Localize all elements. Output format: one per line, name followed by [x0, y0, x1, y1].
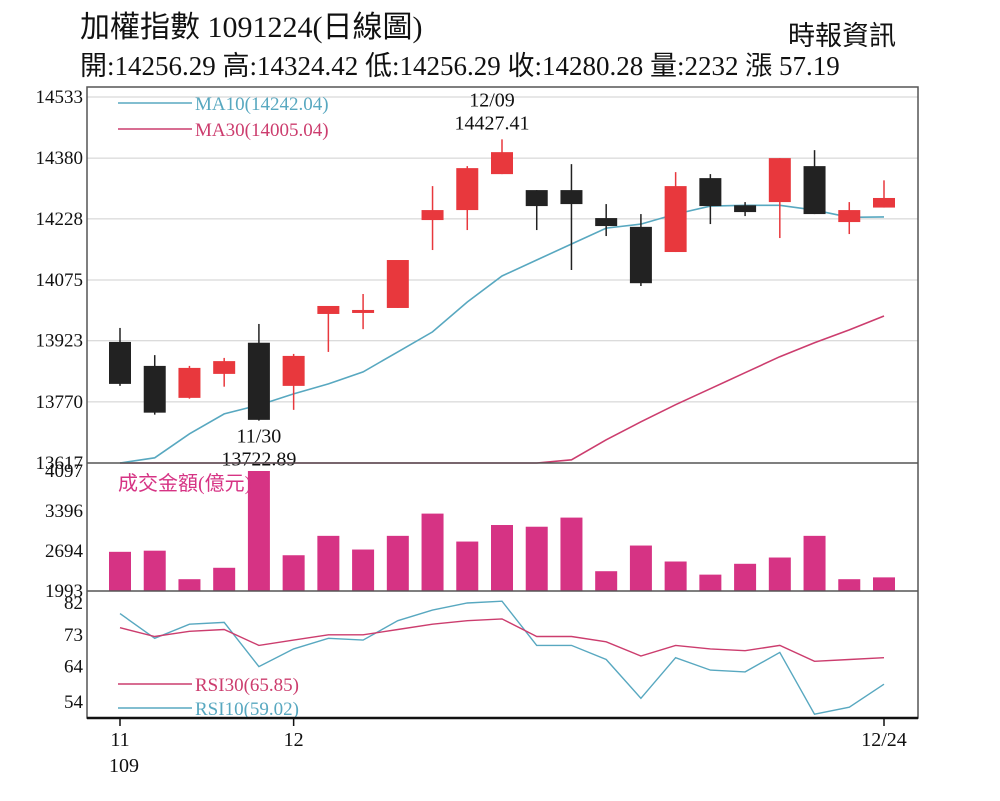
volume-bar [525, 526, 548, 591]
volume-tick-label: 4097 [45, 461, 83, 482]
volume-bar [456, 541, 479, 591]
volume-bar [421, 513, 444, 591]
volume-bar [699, 574, 722, 591]
x-tick-label: 12 [284, 729, 304, 751]
rsi-legend-label: RSI10(59.02) [195, 699, 299, 720]
candle-down [595, 218, 618, 227]
price-tick-label: 14075 [36, 270, 84, 291]
candle-up [664, 186, 687, 253]
volume-bar [491, 525, 513, 591]
data-source-label: 時報資訊 [788, 21, 896, 51]
candle-up [421, 210, 444, 221]
candle-up [386, 260, 409, 308]
candle-up [178, 367, 201, 398]
x-tick-label: 12/24 [861, 729, 907, 751]
volume-tick-label: 2694 [45, 541, 84, 562]
candle-down [525, 190, 548, 207]
candle-up [352, 309, 375, 313]
volume-bar [282, 555, 305, 591]
rsi-tick-label: 82 [64, 593, 83, 614]
volume-bar [386, 535, 409, 591]
ma10-line [119, 204, 885, 464]
volume-bar [803, 535, 826, 591]
candle-up [491, 152, 513, 175]
ma30-line [120, 315, 885, 464]
volume-bar [143, 550, 166, 591]
price-tick-label: 13617 [36, 453, 84, 474]
price-tick-label: 13770 [36, 392, 84, 413]
volume-bar [178, 579, 201, 591]
annotation-value: 13722.89 [221, 449, 296, 471]
candle-up [456, 168, 479, 211]
legend-label: MA30(14005.04) [195, 120, 329, 141]
candle-up [838, 210, 861, 223]
candle-down [699, 178, 722, 207]
candle-up [768, 158, 791, 203]
candle-up [282, 355, 305, 386]
volume-panel-title: 成交金額(億元) [118, 472, 251, 495]
chart-title: 加權指數 1091224(日線圖) [80, 11, 423, 44]
volume-bar [213, 567, 236, 591]
volume-bar [873, 577, 895, 591]
volume-bar [629, 545, 652, 591]
price-tick-label: 14228 [36, 209, 84, 230]
legend-label: MA10(14242.04) [195, 94, 329, 115]
volume-bar [247, 471, 270, 591]
volume-bar [768, 557, 791, 591]
volume-bar [560, 517, 583, 591]
candle-up [317, 305, 340, 314]
candle-down [143, 365, 166, 413]
volume-bar [595, 571, 618, 591]
price-tick-label: 14380 [36, 148, 84, 169]
ohlc-stats-line: 開:14256.29 高:14324.42 低:14256.29 收:14280… [80, 51, 840, 81]
annotation-date: 12/09 [469, 89, 515, 111]
rsi-tick-label: 64 [64, 657, 84, 678]
candle-down [109, 341, 131, 384]
volume-bar [317, 535, 340, 591]
volume-bar [838, 579, 861, 591]
volume-bar [352, 549, 375, 591]
price-tick-label: 13923 [36, 331, 84, 352]
rsi-legend-label: RSI30(65.85) [195, 675, 299, 696]
rsi-tick-label: 54 [64, 692, 84, 713]
rsi30-line [119, 618, 885, 663]
candle-down [560, 190, 583, 205]
x-tick-label: 11 [110, 729, 129, 751]
price-tick-label: 14533 [36, 87, 84, 108]
volume-bar [734, 563, 757, 591]
volume-bar [109, 551, 131, 591]
rsi10-line [119, 600, 885, 715]
annotation-value: 14427.41 [455, 112, 530, 134]
candle-up [213, 361, 236, 374]
volume-tick-label: 1993 [45, 581, 83, 602]
volume-tick-label: 3396 [45, 501, 83, 522]
candle-down [247, 342, 270, 420]
annotation-date: 11/30 [236, 426, 281, 448]
rsi-tick-label: 73 [64, 625, 83, 646]
volume-bar [664, 561, 687, 591]
candle-down [803, 166, 826, 215]
x-tick-sublabel: 109 [109, 755, 139, 777]
candle-down [629, 226, 652, 284]
candle-up [873, 197, 895, 208]
candle-down [734, 205, 757, 213]
